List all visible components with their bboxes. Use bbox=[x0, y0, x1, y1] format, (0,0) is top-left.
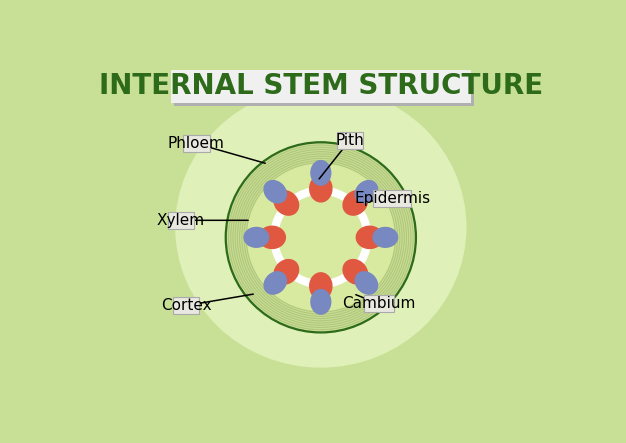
Ellipse shape bbox=[373, 227, 398, 247]
FancyBboxPatch shape bbox=[173, 297, 200, 314]
Text: INTERNAL STEM STRUCTURE: INTERNAL STEM STRUCTURE bbox=[99, 72, 543, 100]
Text: Cortex: Cortex bbox=[161, 298, 212, 313]
FancyBboxPatch shape bbox=[174, 74, 475, 106]
Ellipse shape bbox=[356, 226, 383, 249]
Circle shape bbox=[245, 162, 396, 313]
Circle shape bbox=[232, 148, 409, 326]
Text: Phloem: Phloem bbox=[168, 136, 225, 151]
Circle shape bbox=[270, 187, 371, 288]
Circle shape bbox=[235, 152, 406, 323]
Circle shape bbox=[225, 142, 416, 333]
Circle shape bbox=[228, 145, 413, 330]
Circle shape bbox=[247, 164, 394, 311]
Circle shape bbox=[237, 153, 405, 322]
FancyBboxPatch shape bbox=[364, 295, 394, 312]
Ellipse shape bbox=[264, 272, 286, 294]
Ellipse shape bbox=[259, 226, 285, 249]
Text: Xylem: Xylem bbox=[157, 213, 205, 228]
Ellipse shape bbox=[176, 87, 466, 367]
Circle shape bbox=[240, 156, 402, 319]
Circle shape bbox=[241, 157, 401, 317]
FancyBboxPatch shape bbox=[168, 212, 194, 229]
Ellipse shape bbox=[311, 161, 331, 185]
Circle shape bbox=[230, 146, 412, 328]
FancyBboxPatch shape bbox=[183, 135, 210, 152]
Circle shape bbox=[239, 155, 403, 319]
Circle shape bbox=[233, 149, 409, 325]
Ellipse shape bbox=[274, 190, 299, 215]
Ellipse shape bbox=[310, 175, 332, 202]
Ellipse shape bbox=[274, 260, 299, 284]
Circle shape bbox=[247, 163, 395, 312]
Circle shape bbox=[244, 161, 398, 314]
FancyBboxPatch shape bbox=[171, 70, 471, 103]
Circle shape bbox=[237, 154, 404, 321]
FancyBboxPatch shape bbox=[374, 190, 411, 207]
Ellipse shape bbox=[310, 273, 332, 299]
Ellipse shape bbox=[311, 290, 331, 314]
Text: Epidermis: Epidermis bbox=[354, 190, 431, 206]
Ellipse shape bbox=[343, 190, 367, 215]
Ellipse shape bbox=[343, 260, 367, 284]
Circle shape bbox=[233, 150, 409, 325]
Circle shape bbox=[242, 159, 399, 316]
Ellipse shape bbox=[356, 272, 377, 294]
Text: Pith: Pith bbox=[336, 132, 364, 148]
Circle shape bbox=[243, 159, 399, 315]
Circle shape bbox=[231, 148, 411, 327]
Circle shape bbox=[228, 144, 414, 330]
FancyBboxPatch shape bbox=[337, 132, 363, 149]
Circle shape bbox=[279, 195, 363, 280]
Ellipse shape bbox=[264, 181, 286, 203]
Circle shape bbox=[234, 151, 408, 324]
Ellipse shape bbox=[356, 181, 377, 203]
Text: Cambium: Cambium bbox=[342, 296, 416, 311]
Ellipse shape bbox=[244, 227, 269, 247]
